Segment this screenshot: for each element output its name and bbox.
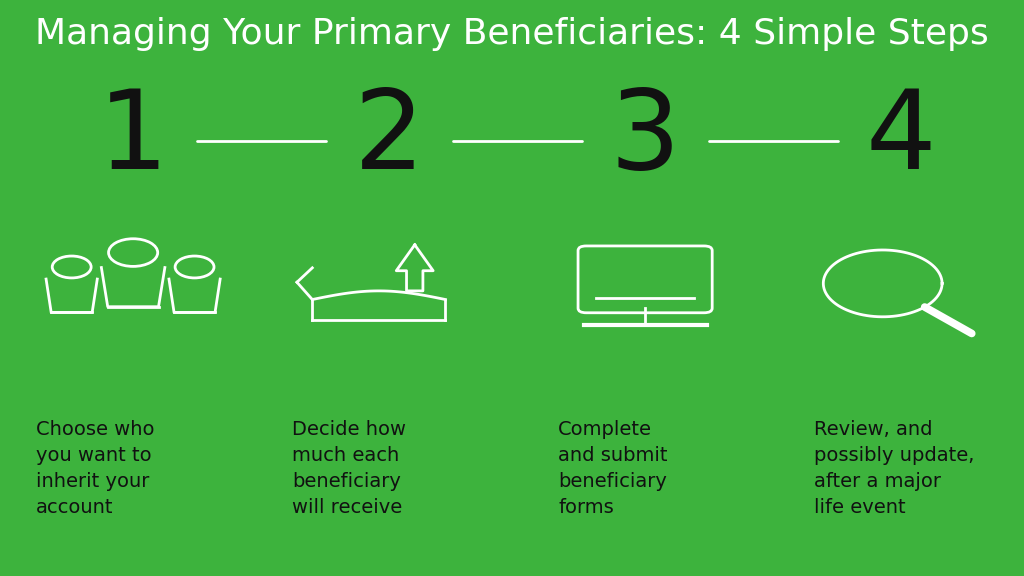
Text: 1: 1 xyxy=(98,85,168,192)
Text: Decide how
much each
beneficiary
will receive: Decide how much each beneficiary will re… xyxy=(292,420,406,517)
Text: Complete
and submit
beneficiary
forms: Complete and submit beneficiary forms xyxy=(558,420,668,517)
Text: Review, and
possibly update,
after a major
life event: Review, and possibly update, after a maj… xyxy=(814,420,975,517)
Text: Choose who
you want to
inherit your
account: Choose who you want to inherit your acco… xyxy=(36,420,155,517)
Text: 3: 3 xyxy=(610,85,680,192)
Text: 2: 2 xyxy=(353,85,425,192)
Text: Managing Your Primary Beneficiaries: 4 Simple Steps: Managing Your Primary Beneficiaries: 4 S… xyxy=(35,17,989,51)
Text: 4: 4 xyxy=(866,85,936,192)
